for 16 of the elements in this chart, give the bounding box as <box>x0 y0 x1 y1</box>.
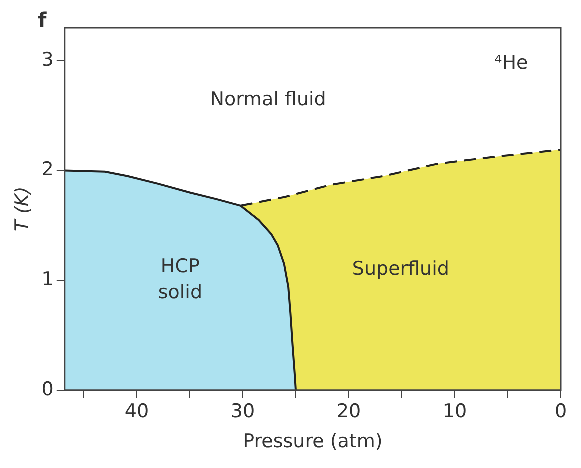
y-axis-title: T (K) <box>11 186 34 232</box>
y-tick-label: 0 <box>42 378 54 400</box>
x-tick-label: 30 <box>230 400 256 423</box>
y-tick-label: 2 <box>42 158 54 181</box>
y-tick-label: 3 <box>42 48 54 71</box>
text: f <box>38 8 47 32</box>
series-label: Superfluid <box>352 258 450 280</box>
x-tick-label: 0 <box>554 400 568 423</box>
series-label: HCP solid <box>158 256 203 304</box>
annotation: Normal fluid <box>210 88 326 110</box>
annotation: ⁴He <box>494 52 528 74</box>
y-tick-label: 1 <box>42 268 54 291</box>
x-tick-label: 40 <box>124 400 150 423</box>
x-tick-label: 10 <box>442 400 468 423</box>
x-axis-title: Pressure (atm) <box>243 430 383 453</box>
x-tick-label: 20 <box>336 400 362 423</box>
